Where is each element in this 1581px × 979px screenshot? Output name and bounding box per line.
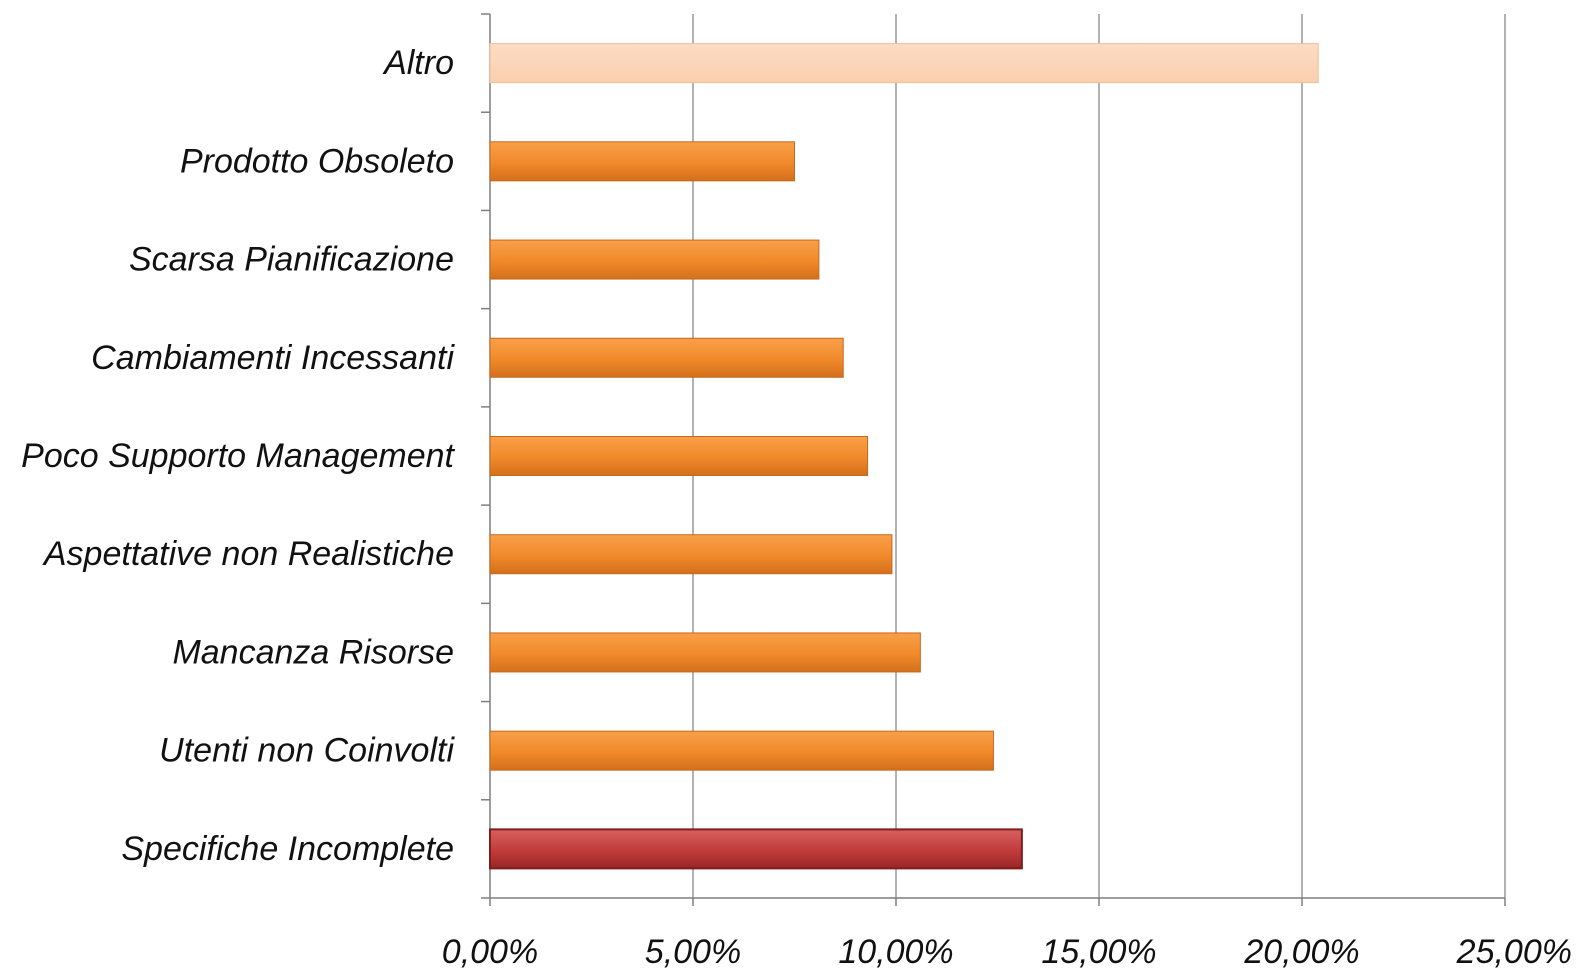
bar [489, 337, 844, 378]
bar [489, 828, 1023, 870]
bar [489, 43, 1319, 84]
x-tick-label: 5,00% [645, 933, 741, 971]
category-label: Prodotto Obsoleto [180, 142, 454, 180]
category-label: Altro [382, 44, 454, 82]
category-label: Mancanza Risorse [172, 633, 454, 671]
x-tick-label: 0,00% [442, 933, 538, 971]
bar [489, 632, 921, 673]
category-label: Aspettative non Realistiche [42, 535, 454, 573]
bar [489, 239, 820, 280]
bar [489, 534, 893, 575]
x-tick-label: 20,00% [1243, 933, 1359, 971]
category-label: Scarsa Pianificazione [129, 241, 454, 279]
category-label: Utenti non Coinvolti [159, 732, 455, 770]
x-tick-label: 25,00% [1456, 933, 1572, 971]
category-label: Poco Supporto Management [21, 437, 455, 475]
bar [489, 730, 994, 771]
x-tick-label: 15,00% [1041, 933, 1156, 971]
category-label: Specifiche Incomplete [121, 830, 454, 868]
category-labels: Specifiche Incomplete Utenti non Coinvolt… [21, 44, 455, 868]
bar [489, 141, 795, 182]
x-tick-label: 10,00% [838, 933, 953, 971]
bars [489, 43, 1319, 870]
bar [489, 436, 869, 476]
x-tick-labels: 0,00% 5,00% 10,00% 15,00% 20,00% 25,00% [442, 933, 1572, 971]
category-label: Cambiamenti Incessanti [91, 339, 455, 377]
